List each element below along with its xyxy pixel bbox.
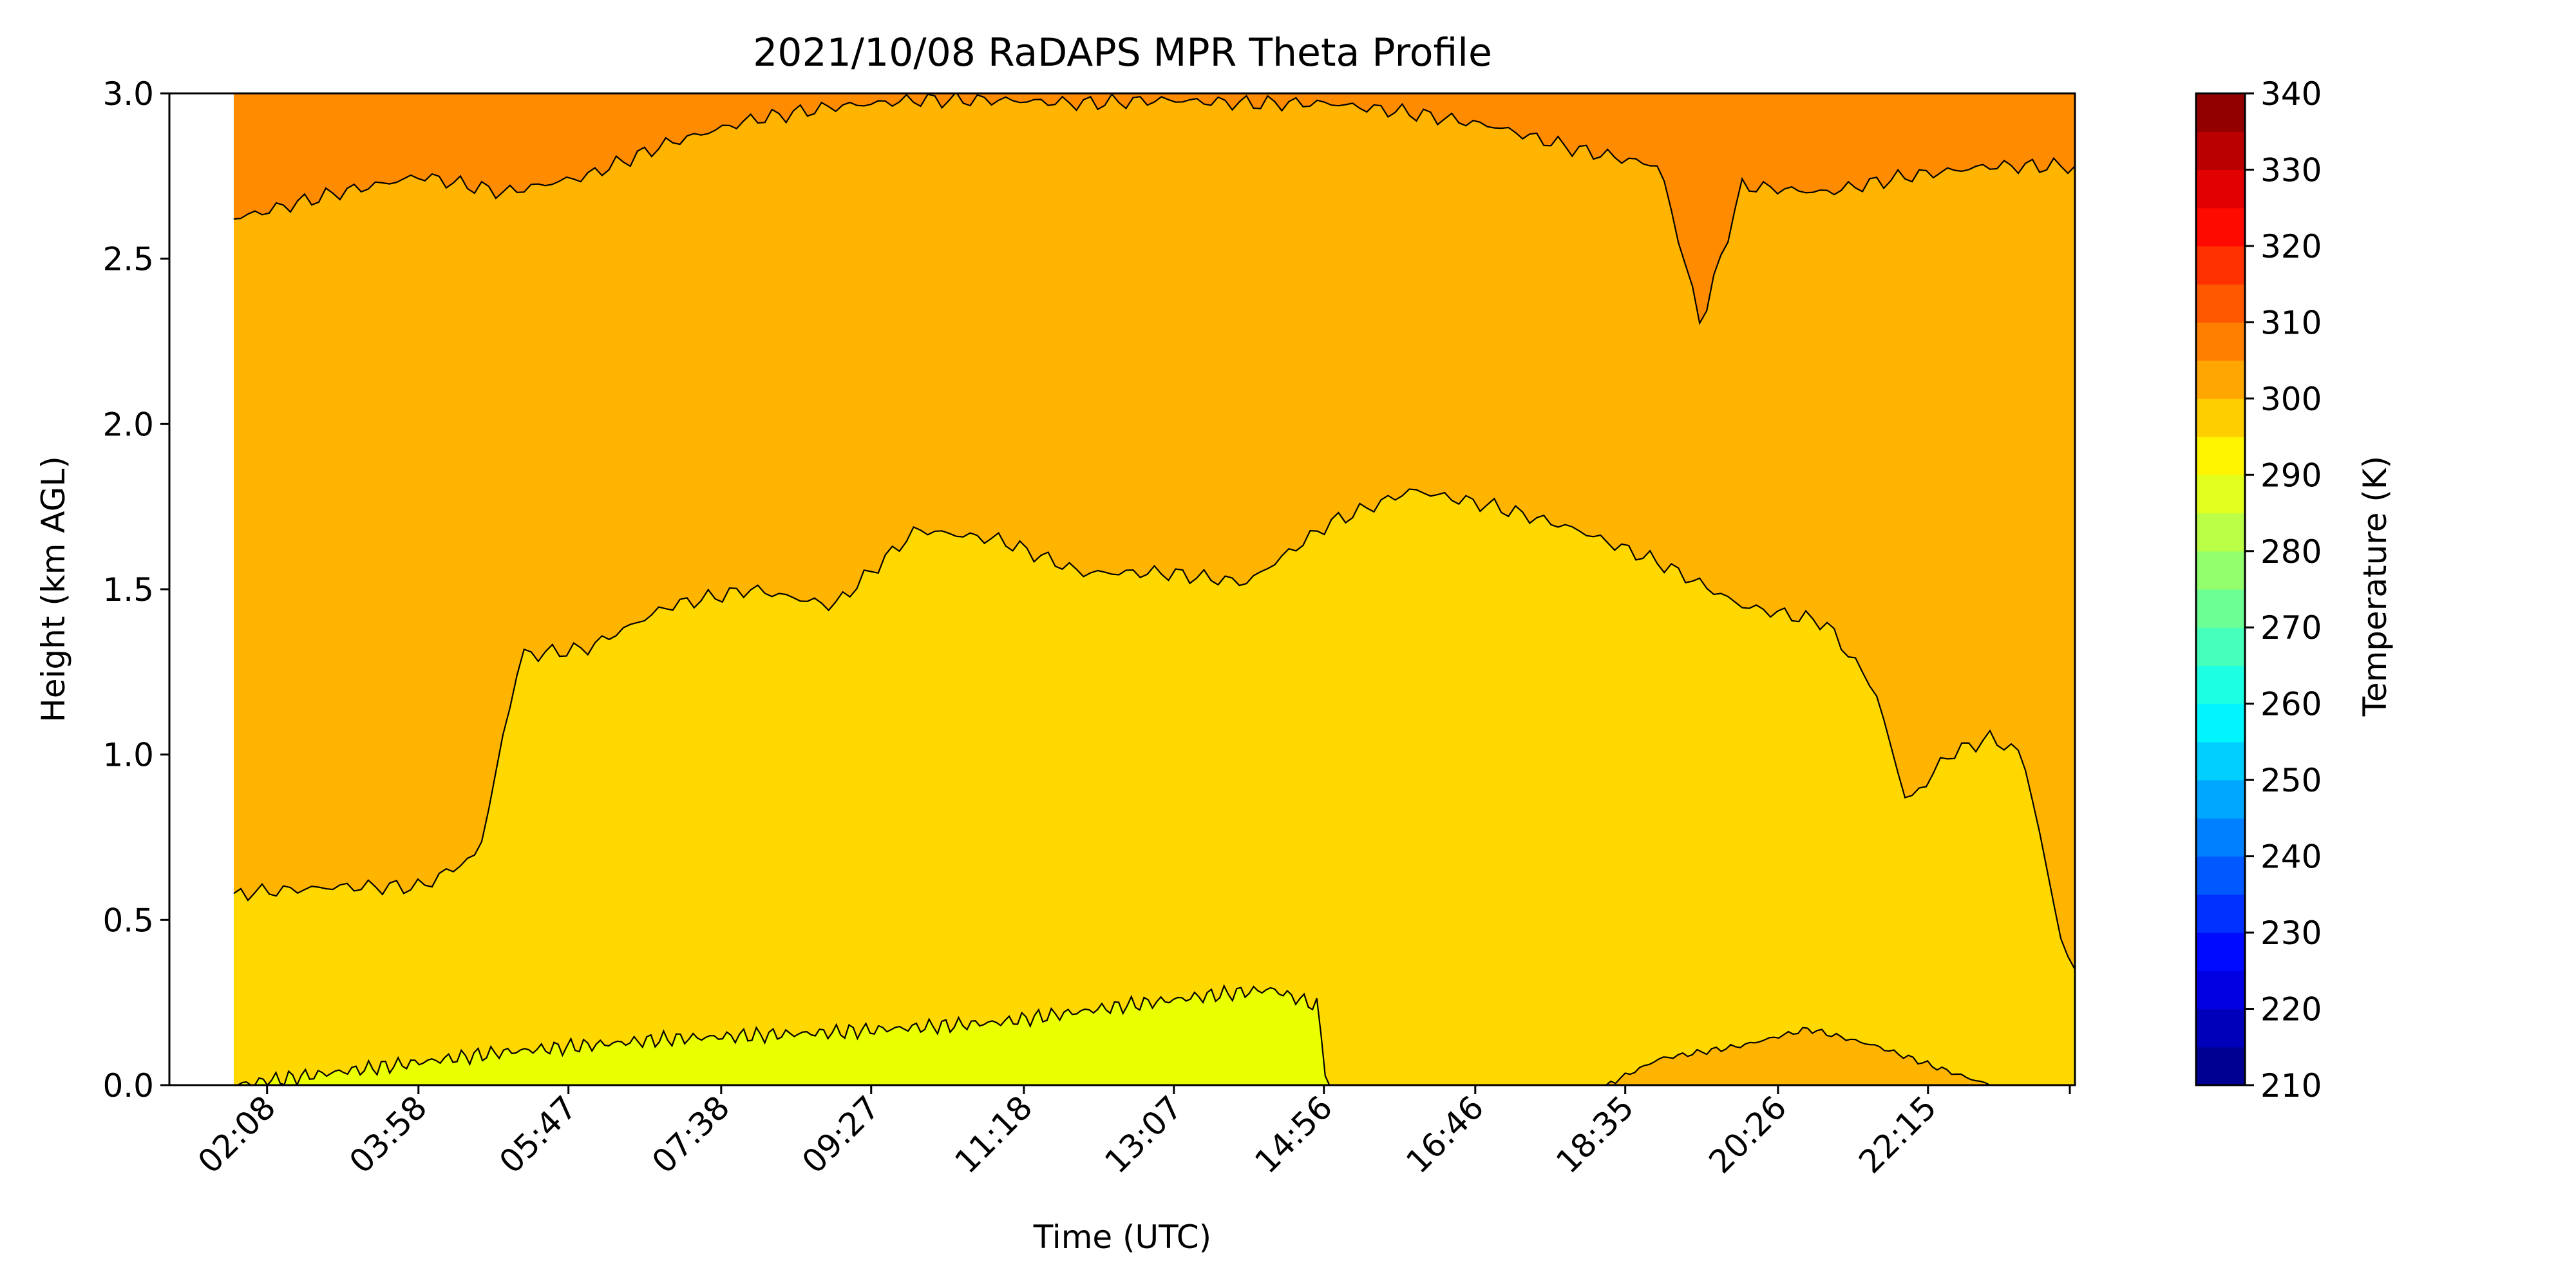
contour-band-295 (234, 489, 2075, 1085)
colorbar-segment (2196, 971, 2245, 1010)
colorbar-tick-label: 250 (2260, 762, 2322, 799)
contour-band-290 (234, 985, 1330, 1085)
colorbar-segment (2196, 1046, 2245, 1086)
colorbar-segment (2196, 741, 2245, 781)
plot-area (169, 93, 2075, 1085)
y-tick-label: 1.5 (102, 571, 154, 609)
contour-band-warm-pocket (1605, 1027, 1990, 1085)
y-tick-label: 2.0 (102, 406, 154, 443)
colorbar-segment (2196, 551, 2245, 590)
colorbar-tick-label: 310 (2260, 304, 2322, 341)
colorbar-tick-label: 210 (2260, 1067, 2322, 1104)
colorbar-segment (2196, 1009, 2245, 1048)
colorbar-segment (2196, 933, 2245, 971)
colorbar-segment (2196, 93, 2245, 132)
contour-line-290 (233, 983, 1331, 1085)
colorbar-segment (2196, 169, 2245, 209)
colorbar-tick-label: 340 (2260, 75, 2322, 113)
colorbar-tick-label: 280 (2260, 533, 2322, 571)
chart-title: 2021/10/08 RaDAPS MPR Theta Profile (753, 30, 1492, 75)
colorbar-tick-label: 220 (2260, 991, 2322, 1028)
colorbar-segment (2196, 894, 2245, 933)
contour-line-warm-pocket (1605, 1027, 1991, 1085)
colorbar-segment (2196, 780, 2245, 819)
colorbar-tick-label: 240 (2260, 838, 2322, 876)
y-tick-label: 1.0 (102, 737, 154, 774)
colorbar-segment (2196, 703, 2245, 743)
colorbar-segment (2196, 627, 2245, 666)
colorbar-segment (2196, 437, 2245, 475)
colorbar-tick-label: 230 (2260, 914, 2322, 952)
colorbar-segment (2196, 513, 2245, 552)
contour-lines (233, 93, 2075, 1085)
colorbar-segment (2196, 856, 2245, 895)
colorbar-ticks: 210 220 230 240 250 260 270 280 290 300 310 320 330 3… (2245, 75, 2322, 1104)
y-tick-label: 2.5 (102, 241, 154, 278)
colorbar-segment (2196, 475, 2245, 514)
colorbar-segment (2196, 818, 2245, 857)
contour-line-295 (233, 488, 2075, 970)
colorbar-frame (2195, 92, 2246, 1086)
y-axis-label: Height (km AGL) (35, 456, 72, 723)
missing-data-region (169, 93, 234, 1085)
colorbar-segment (2196, 207, 2245, 247)
colorbar-label: Temperature (K) (2356, 456, 2394, 717)
y-tick-label: 0.0 (102, 1067, 154, 1104)
y-tick-label: 3.0 (102, 75, 154, 113)
colorbar-segment (2196, 322, 2245, 361)
colorbar-tick-label: 260 (2260, 686, 2322, 723)
contour-line-300 (233, 93, 2075, 326)
x-axis-label: Time (UTC) (1033, 1218, 1211, 1256)
colorbar-segment (2196, 131, 2245, 170)
colorbar-segment (2196, 398, 2245, 437)
colorbar (2195, 92, 2246, 1086)
colorbar-tick-label: 330 (2260, 151, 2322, 189)
contour-bands (169, 93, 2075, 1085)
colorbar-tick-label: 300 (2260, 381, 2322, 418)
colorbar-segment (2196, 589, 2245, 628)
colorbar-segment (2196, 245, 2245, 285)
colorbar-tick-label: 290 (2260, 457, 2322, 494)
colorbar-segment (2196, 360, 2245, 399)
colorbar-segment (2196, 284, 2245, 323)
y-axis-ticks: 0.0 0.5 1.0 1.5 2.0 2.5 3.0 (102, 75, 169, 1104)
colorbar-tick-label: 320 (2260, 228, 2322, 265)
colorbar-segment (2196, 665, 2245, 705)
colorbar-tick-label: 270 (2260, 609, 2322, 647)
y-tick-label: 0.5 (102, 902, 154, 939)
